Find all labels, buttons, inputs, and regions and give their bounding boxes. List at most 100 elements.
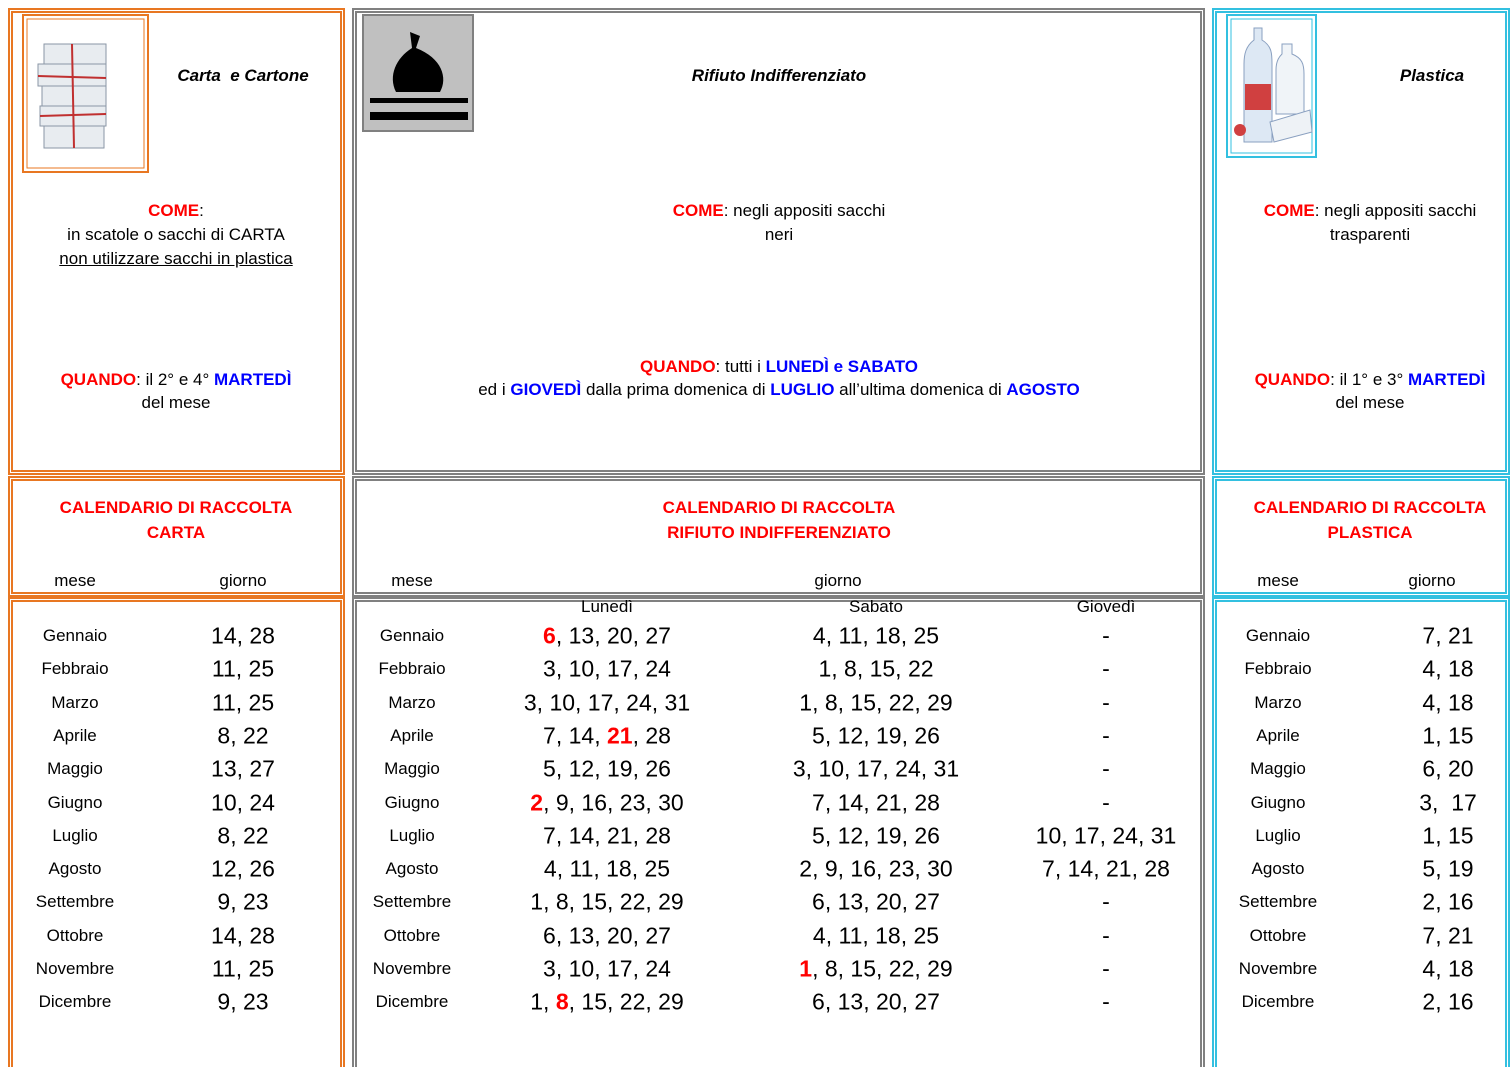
month: Giugno [47,792,103,812]
section-box [1212,8,1510,475]
text-segment: QUANDO [1254,370,1331,389]
month: Marzo [51,692,99,712]
paper-icon [22,14,149,173]
dates: 2, 9, 16, 23, 30 [530,789,683,816]
text-segment: COME [1263,201,1315,220]
dates: 5, 19 [1422,855,1474,882]
dates: - [1102,789,1110,815]
dates: 4, 11, 18, 25 [812,622,940,649]
text-segment: : [199,201,204,220]
month: Ottobre [383,925,441,945]
dates: 1, 8, 15, 22, 29 [799,956,952,983]
text-segment: LUGLIO [770,380,835,399]
month: Settembre [1238,892,1318,912]
text-segment: del mese [1335,393,1405,412]
text-segment: 1, [530,988,556,1015]
dates: 7, 14, 21, 28 [1042,855,1170,882]
month: Agosto [48,859,102,879]
quando-line: QUANDO: il 1° e 3° MARTEDÌ [1255,370,1486,390]
month: Febbraio [41,659,109,679]
text-segment: LUNEDÌ e SABATO [765,357,919,376]
dates: 3, 10, 17, 24 [543,655,671,682]
dates: 4, 18 [1422,655,1474,682]
column-header: giorno [1408,571,1456,590]
text-segment: COME [672,201,724,220]
month: Novembre [1238,959,1318,978]
text-segment: : il 2° e 4° [136,370,214,389]
section-title: Carta e Cartone [177,66,309,85]
dates: 5, 12, 19, 26 [812,822,940,849]
dates: 13, 27 [211,755,275,782]
quando-line: del mese [142,393,211,413]
dates: 1, 15 [1422,722,1474,749]
text-segment: in scatole o sacchi di CARTA [67,225,285,244]
quando-line: QUANDO: il 2° e 4° MARTEDÌ [61,370,292,390]
dates: 7, 14, 21, 28 [543,822,671,849]
dates: 14, 28 [211,922,275,949]
dates: 7, 14, 21, 28 [543,722,671,749]
column-subheader: Sabato [849,597,903,616]
calendar-title: PLASTICA [1327,523,1413,542]
dates: - [1102,722,1110,749]
text-segment: : tutti i [715,357,766,376]
text-segment: GIOVEDÌ [510,380,582,399]
month: Luglio [1255,825,1301,845]
text-segment: MARTEDÌ [1407,370,1486,389]
month: Aprile [390,725,434,745]
month: Maggio [47,759,103,779]
month: Luglio [52,825,98,845]
come-line: trasparenti [1330,225,1410,245]
dates: - [1102,689,1110,716]
text-segment: neri [764,225,794,244]
dates: 10, 17, 24, 31 [1035,822,1177,849]
dates: 3, 10, 17, 24 [543,955,671,982]
dates: 4, 18 [1422,955,1474,982]
dates: 3, 10, 17, 24, 31 [523,689,691,716]
text-segment: , 28 [632,722,671,749]
dates: 11, 25 [211,655,275,682]
column-header: mese [54,571,96,590]
dates: 2, 9, 16, 23, 30 [799,855,953,882]
dates: 6, 13, 20, 27 [812,988,940,1015]
text-segment: trasparenti [1329,225,1411,244]
text-segment: 7, 14, [543,722,607,749]
month: Agosto [385,859,439,879]
section-box [8,476,345,597]
calendar-title: CALENDARIO DI RACCOLTA [59,498,293,517]
text-segment: QUANDO [639,357,716,376]
dates: 1, 15 [1422,822,1474,849]
month: Ottobre [46,925,104,945]
text-segment: non utilizzare sacchi in plastica [59,249,293,268]
dates: 10, 24 [211,789,275,815]
come-line: COME: negli appositi sacchi [673,201,886,221]
text-segment: 2 [530,789,544,815]
section-box [352,597,1205,1067]
text-segment: , 13, 20, 27 [555,622,671,649]
plastic-icon [1226,14,1317,158]
text-segment: 6 [543,622,556,649]
month: Gennaio [379,626,445,645]
dates: 9, 23 [217,888,269,915]
column-header: giorno [814,571,862,590]
calendar-title: CARTA [146,523,206,542]
dates: - [1102,955,1110,982]
calendar-title: RIFIUTO INDIFFERENZIATO [667,523,891,542]
dates: 11, 25 [211,689,275,716]
text-segment: MARTEDÌ [213,370,292,389]
column-header: giorno [219,571,267,590]
month: Settembre [35,892,115,912]
come-line: neri [765,225,793,245]
dates: 6, 20 [1422,755,1474,782]
text-segment: , 15, 22, 29 [568,988,684,1015]
month: Aprile [53,725,97,745]
month: Giugno [1250,792,1306,812]
quando-line: QUANDO: tutti i LUNEDÌ e SABATO [640,357,918,377]
dates: 8, 22 [217,722,269,749]
dates: - [1102,988,1110,1015]
text-segment: : negli appositi sacchi [1314,201,1477,220]
quando-line: ed i GIOVEDÌ dalla prima domenica di LUG… [478,380,1080,400]
dates: 1, 8, 15, 22, 29 [799,689,953,716]
text-segment: del mese [141,393,211,412]
dates: 4, 18 [1422,689,1474,716]
